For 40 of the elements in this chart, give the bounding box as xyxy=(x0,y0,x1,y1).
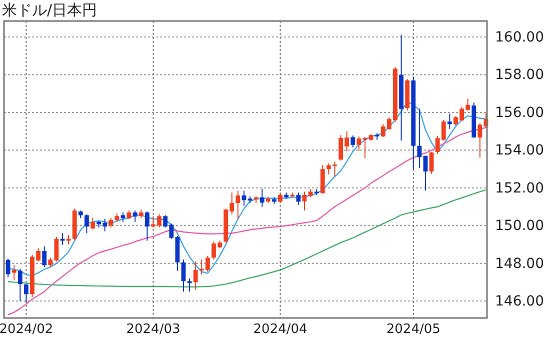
y-tick-label: 154.00 xyxy=(495,142,544,159)
candlestick xyxy=(84,214,89,234)
candlestick xyxy=(144,210,150,242)
candlestick xyxy=(278,192,282,204)
candlestick xyxy=(236,190,240,220)
candlestick xyxy=(296,192,301,206)
x-tick-label: 2024/04 xyxy=(253,322,308,338)
candlestick xyxy=(478,122,482,158)
candlestick xyxy=(187,278,192,292)
candlestick xyxy=(260,188,264,208)
y-tick-label: 148.00 xyxy=(495,256,544,272)
candlestick xyxy=(350,134,356,148)
chart-title: 米ドル/日本円 xyxy=(2,1,98,19)
candlestick xyxy=(24,283,28,303)
candlestick xyxy=(54,236,59,262)
y-tick-label: 150.00 xyxy=(495,218,544,234)
candlestick xyxy=(302,191,307,212)
x-tick-label: 2024/03 xyxy=(126,322,180,338)
candlestick xyxy=(429,152,434,174)
x-tick-label: 2024/02 xyxy=(0,322,54,338)
candlestick xyxy=(356,136,362,152)
candlestick xyxy=(417,108,422,169)
y-tick-label: 156.00 xyxy=(495,104,544,121)
y-tick-label: 160.00 xyxy=(495,30,544,46)
y-tick-label: 146.00 xyxy=(495,294,544,310)
candlestick xyxy=(48,257,53,268)
x-tick-label: 2024/05 xyxy=(386,322,440,338)
candlestick xyxy=(12,264,16,281)
candlestick xyxy=(423,155,428,192)
candlestick xyxy=(120,212,126,222)
candlestick xyxy=(132,210,138,222)
candlestick xyxy=(90,218,95,230)
y-tick-label: 158.00 xyxy=(495,67,544,84)
candlestick xyxy=(6,258,10,278)
candlestick xyxy=(362,136,368,159)
candlestick xyxy=(108,218,114,228)
candlestick xyxy=(18,268,22,302)
candlestick xyxy=(447,113,452,130)
candlestick xyxy=(42,246,47,268)
y-tick-label: 152.00 xyxy=(495,180,544,196)
